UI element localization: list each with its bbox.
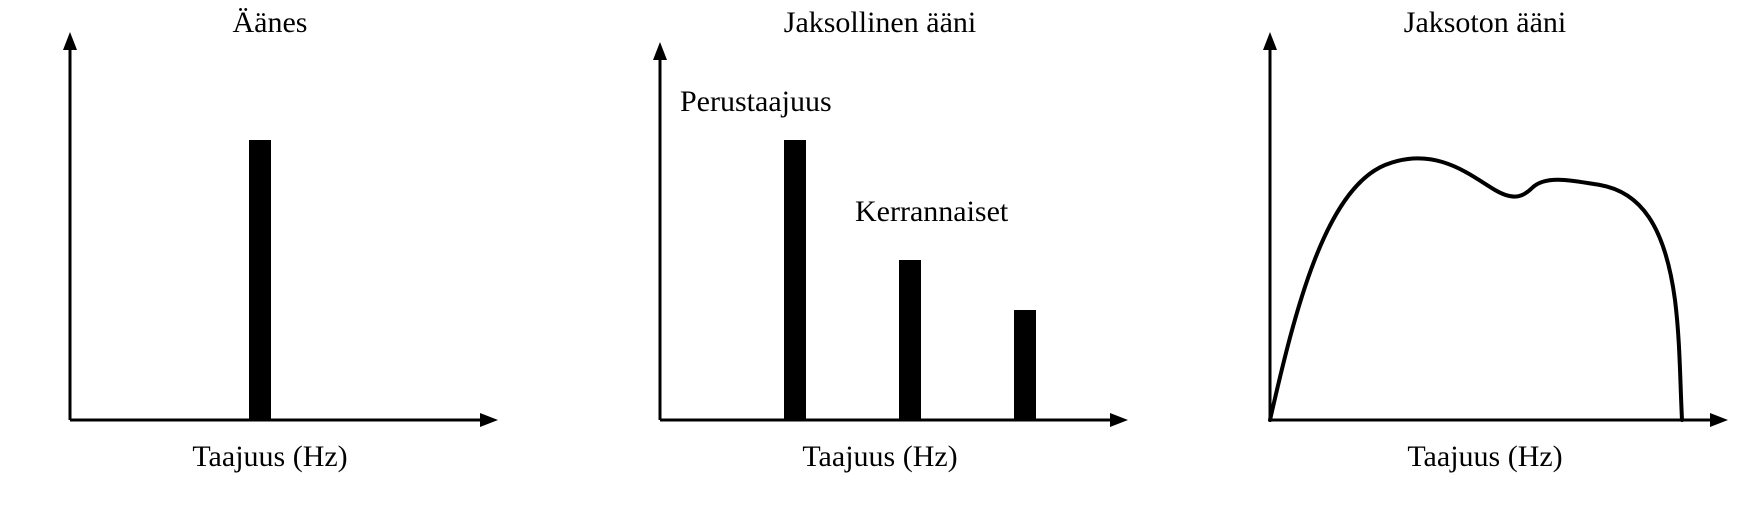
y-axis-arrow xyxy=(653,42,667,60)
y-axis-arrow xyxy=(63,32,77,50)
spectrum-bar xyxy=(1014,310,1036,420)
x-axis-arrow xyxy=(1110,413,1128,427)
panel-periodic-sound: Jaksollinen ääniPerustaajuusKerrannaiset… xyxy=(610,0,1150,512)
chart-svg xyxy=(1230,0,1740,512)
spectrum-curve xyxy=(1270,158,1682,420)
chart-svg xyxy=(610,0,1150,512)
x-axis-label: Taajuus (Hz) xyxy=(610,440,1150,474)
panel-aperiodic-sound: Jaksoton ääniTaajuus (Hz) xyxy=(1230,0,1740,512)
x-axis-arrow xyxy=(1710,413,1728,427)
spectrum-bar xyxy=(899,260,921,420)
chart-annotation: Perustaajuus xyxy=(680,85,832,119)
chart-annotation: Kerrannaiset xyxy=(855,195,1008,229)
x-axis-arrow xyxy=(480,413,498,427)
spectrum-bar xyxy=(784,140,806,420)
y-axis-arrow xyxy=(1263,32,1277,50)
chart-svg xyxy=(20,0,520,512)
spectrum-bar xyxy=(249,140,271,420)
figure-canvas: ÄänesTaajuus (Hz)Jaksollinen ääniPerusta… xyxy=(0,0,1754,512)
x-axis-label: Taajuus (Hz) xyxy=(1230,440,1740,474)
panel-pure-tone: ÄänesTaajuus (Hz) xyxy=(20,0,520,512)
x-axis-label: Taajuus (Hz) xyxy=(20,440,520,474)
